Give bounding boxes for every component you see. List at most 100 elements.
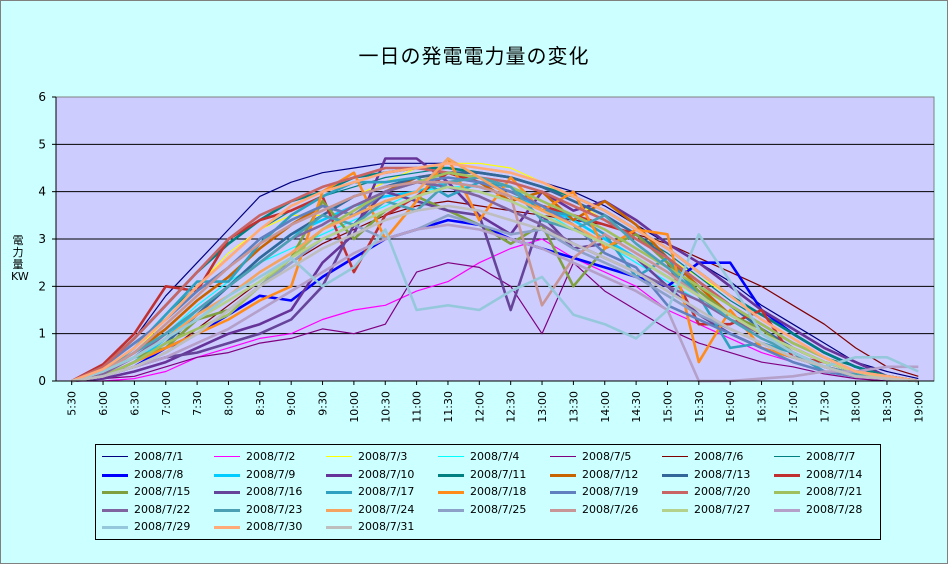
legend-label: 2008/7/12 (582, 467, 639, 481)
series-line (71, 157, 919, 383)
legend-swatch (102, 456, 128, 457)
legend-label: 2008/7/9 (246, 467, 296, 481)
x-tick-label: 14:30 (630, 391, 643, 423)
legend-swatch (326, 473, 352, 477)
legend-label: 2008/7/26 (582, 502, 639, 516)
legend-label: 2008/7/19 (582, 485, 639, 498)
legend-swatch (438, 508, 464, 512)
legend-label: 2008/7/30 (246, 520, 303, 533)
legend-swatch (438, 473, 464, 477)
legend-label: 2008/7/31 (358, 520, 415, 533)
y-tick-label: 5 (38, 137, 46, 151)
legend-swatch (774, 508, 800, 512)
y-axis-label: 電力量KW (11, 234, 29, 283)
x-tick-label: 19:00 (912, 391, 925, 423)
legend-swatch (326, 508, 352, 512)
legend-swatch (774, 491, 800, 494)
legend-label: 2008/7/27 (694, 502, 751, 516)
legend-swatch (326, 491, 352, 494)
legend-label: 2008/7/5 (582, 450, 632, 463)
series-line (71, 238, 919, 382)
series-line (71, 228, 919, 383)
series-line (71, 185, 919, 383)
x-tick-label: 15:30 (693, 391, 706, 423)
y-axis: 0 1 2 3 4 5 6 (38, 90, 57, 388)
legend-swatch (662, 456, 688, 457)
series-line (71, 204, 919, 383)
legend-label: 2008/7/6 (694, 450, 744, 463)
x-tick-label: 11:30 (442, 391, 455, 423)
legend-label: 2008/7/8 (134, 467, 184, 481)
legend-label: 2008/7/10 (358, 467, 415, 481)
x-tick-label: 15:00 (661, 391, 674, 423)
legend-label: 2008/7/20 (694, 485, 751, 498)
y-tick-label: 1 (38, 327, 46, 341)
y-tick-label: 3 (38, 232, 46, 246)
legend-label: 2008/7/13 (694, 467, 751, 481)
series-line (71, 171, 919, 383)
y-tick-label: 2 (38, 279, 46, 293)
legend-label: 2008/7/14 (806, 467, 863, 481)
legend-label: 2008/7/24 (358, 502, 415, 516)
x-tick-label: 16:30 (756, 391, 769, 423)
legend-swatch (662, 491, 688, 494)
legend-label: 2008/7/29 (134, 520, 191, 533)
series-lines (71, 157, 919, 383)
legend-swatch (214, 491, 240, 494)
x-tick-label: 7:00 (160, 391, 173, 416)
x-axis: 5:30 6:00 6:30 7:00 7:30 8:00 8:30 9:00 9:30 10:0… (56, 380, 934, 423)
legend-swatch (214, 508, 240, 512)
series-line (71, 218, 919, 383)
x-tick-label: 6:30 (128, 391, 141, 416)
x-tick-label: 6:00 (97, 391, 110, 416)
legend-label: 2008/7/18 (470, 485, 527, 498)
legend-label: 2008/7/21 (806, 485, 863, 498)
x-tick-label: 10:00 (348, 391, 361, 423)
series-line (71, 223, 919, 383)
legend-label: 2008/7/28 (806, 502, 863, 516)
legend-swatch (102, 473, 128, 477)
legend-label: 2008/7/15 (134, 485, 191, 498)
x-tick-label: 13:30 (567, 391, 580, 423)
x-tick-label: 16:00 (724, 391, 737, 423)
x-tick-label: 5:30 (66, 391, 79, 416)
x-tick-label: 17:00 (787, 391, 800, 423)
x-tick-label: 9:00 (285, 391, 298, 416)
legend-swatch (550, 491, 576, 494)
legend-label: 2008/7/16 (246, 485, 303, 498)
y-tick-label: 0 (38, 374, 46, 388)
legend-swatch (102, 491, 128, 494)
legend-swatch (662, 508, 688, 512)
legend-label: 2008/7/22 (134, 502, 191, 516)
x-tick-label: 9:30 (317, 391, 330, 416)
legend-swatch (214, 456, 240, 457)
legend-label: 2008/7/25 (470, 502, 527, 516)
x-tick-label: 18:30 (881, 391, 894, 423)
legend-swatch (326, 456, 352, 457)
legend-swatch (438, 456, 464, 457)
legend-swatch (102, 508, 128, 512)
legend-swatch (438, 491, 464, 494)
legend-swatch (774, 456, 800, 457)
legend-swatch (550, 473, 576, 477)
x-tick-label: 18:00 (850, 391, 863, 423)
x-tick-label: 14:00 (599, 391, 612, 423)
x-tick-label: 7:30 (191, 391, 204, 416)
x-tick-label: 8:00 (222, 391, 235, 416)
legend-label: 2008/7/23 (246, 502, 303, 516)
legend-swatch (102, 526, 128, 529)
legend-swatch (550, 456, 576, 457)
legend-swatch (662, 473, 688, 477)
legend-label: 2008/7/3 (358, 450, 408, 463)
series-line (71, 162, 919, 383)
series-line (71, 157, 919, 383)
series-line (71, 262, 919, 382)
legend-label: 2008/7/4 (470, 450, 520, 463)
series-line (71, 176, 919, 383)
legend-label: 2008/7/11 (470, 467, 527, 481)
legend-swatch (550, 508, 576, 512)
legend-label: 2008/7/2 (246, 450, 296, 463)
legend-label: 2008/7/7 (806, 450, 856, 463)
legend-label: 2008/7/1 (134, 450, 184, 463)
